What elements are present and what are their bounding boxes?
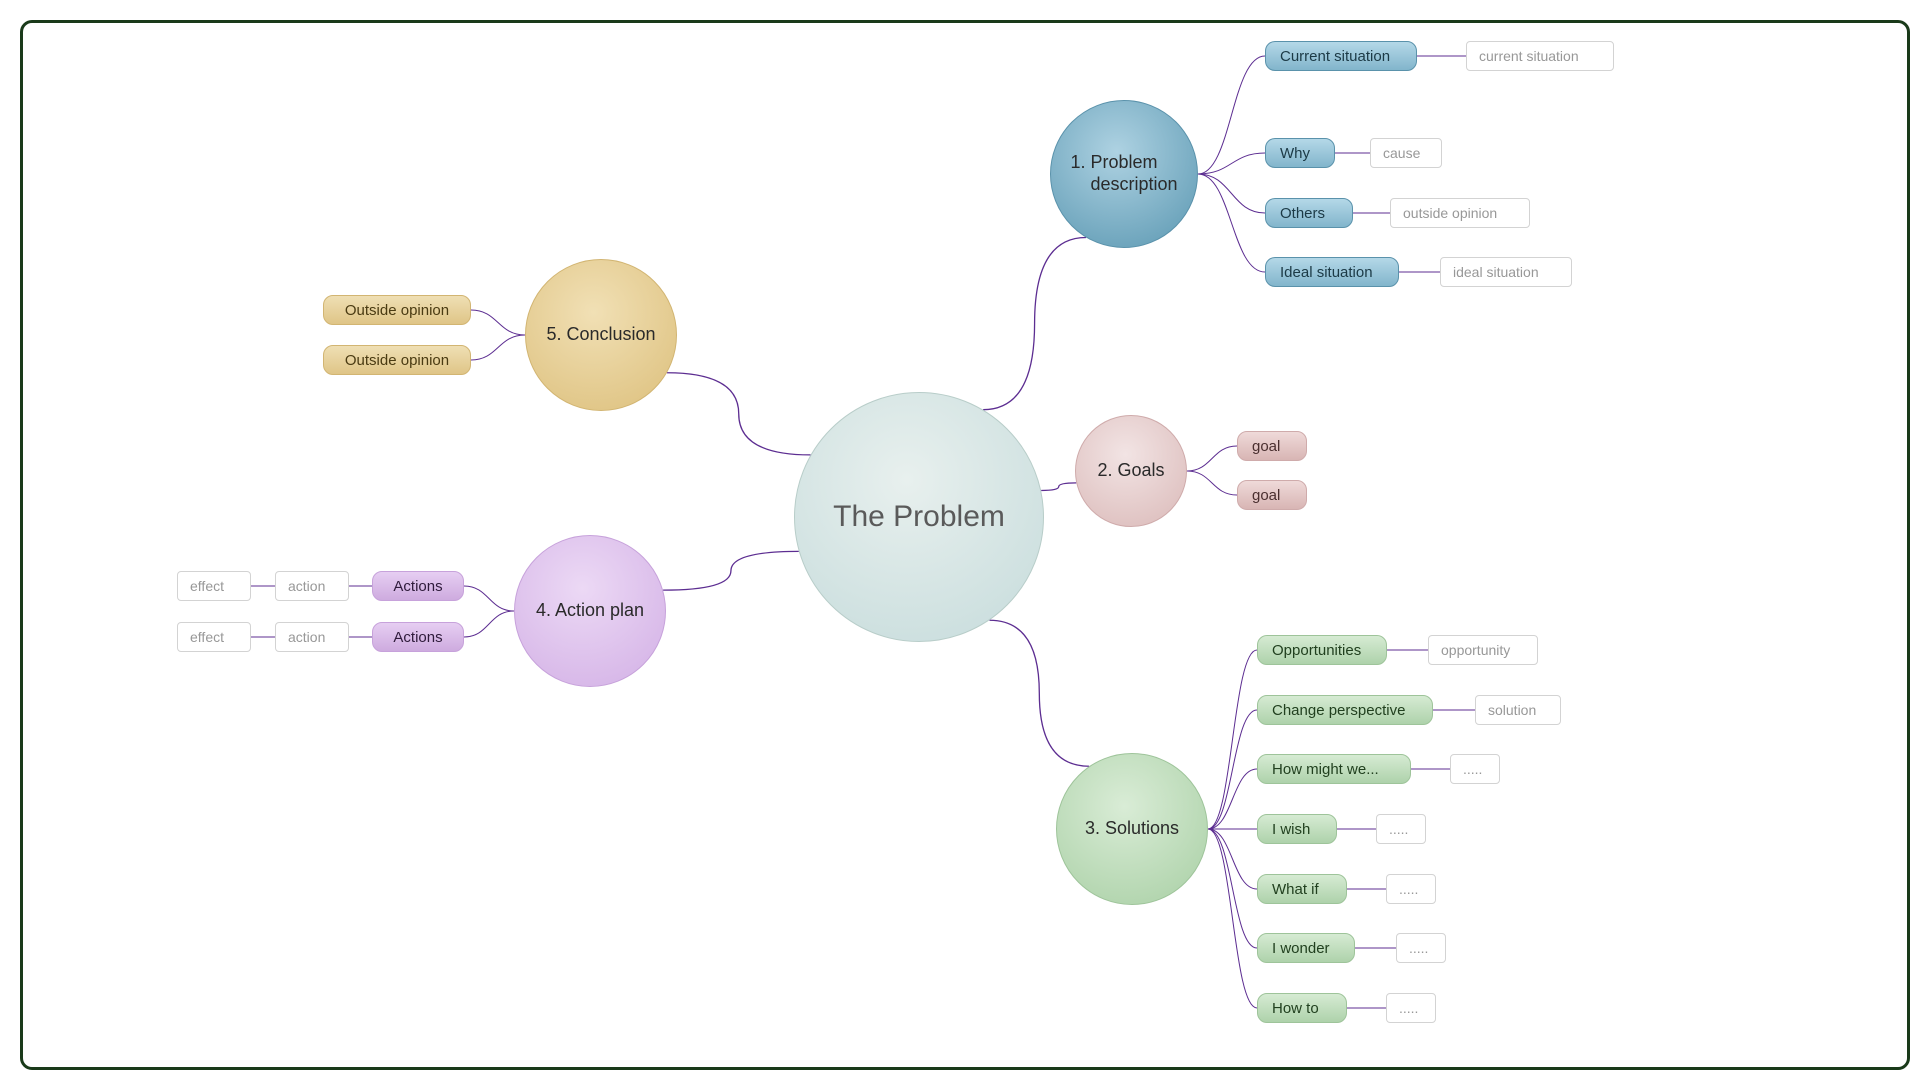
mindmap-pill[interactable]: Outside opinion	[323, 295, 471, 325]
branch-problem-description[interactable]: 1. Problemdescription	[1050, 100, 1198, 248]
mindmap-pill[interactable]: Why	[1265, 138, 1335, 168]
mindmap-leaf[interactable]: .....	[1386, 874, 1436, 904]
mindmap-leaf[interactable]: action	[275, 622, 349, 652]
branch-label: 1. Problemdescription	[1052, 152, 1195, 195]
mindmap-pill[interactable]: I wish	[1257, 814, 1337, 844]
branch-label: 3. Solutions	[1067, 818, 1197, 840]
center-node[interactable]: The Problem	[794, 392, 1044, 642]
mindmap-leaf[interactable]: .....	[1450, 754, 1500, 784]
mindmap-leaf[interactable]: current situation	[1466, 41, 1614, 71]
mindmap-pill[interactable]: Outside opinion	[323, 345, 471, 375]
mindmap-pill[interactable]: Others	[1265, 198, 1353, 228]
branch-label: 2. Goals	[1079, 460, 1182, 482]
mindmap-pill[interactable]: Opportunities	[1257, 635, 1387, 665]
mindmap-pill[interactable]: goal	[1237, 480, 1307, 510]
mindmap-pill[interactable]: Actions	[372, 622, 464, 652]
branch-conclusion[interactable]: 5. Conclusion	[525, 259, 677, 411]
mindmap-leaf[interactable]: effect	[177, 622, 251, 652]
mindmap-pill[interactable]: How might we...	[1257, 754, 1411, 784]
mindmap-leaf[interactable]: .....	[1386, 993, 1436, 1023]
mindmap-leaf[interactable]: ideal situation	[1440, 257, 1572, 287]
mindmap-pill[interactable]: Change perspective	[1257, 695, 1433, 725]
branch-label: 5. Conclusion	[528, 324, 673, 346]
mindmap-pill[interactable]: goal	[1237, 431, 1307, 461]
branch-goals[interactable]: 2. Goals	[1075, 415, 1187, 527]
mindmap-leaf[interactable]: .....	[1376, 814, 1426, 844]
branch-action-plan[interactable]: 4. Action plan	[514, 535, 666, 687]
mindmap-pill[interactable]: Current situation	[1265, 41, 1417, 71]
mindmap-pill[interactable]: How to	[1257, 993, 1347, 1023]
mindmap-leaf[interactable]: .....	[1396, 933, 1446, 963]
mindmap-leaf[interactable]: outside opinion	[1390, 198, 1530, 228]
center-label: The Problem	[833, 500, 1005, 534]
mindmap-pill[interactable]: I wonder	[1257, 933, 1355, 963]
mindmap-pill[interactable]: Actions	[372, 571, 464, 601]
mindmap-leaf[interactable]: effect	[177, 571, 251, 601]
mindmap-leaf[interactable]: solution	[1475, 695, 1561, 725]
mindmap-pill[interactable]: Ideal situation	[1265, 257, 1399, 287]
mindmap-leaf[interactable]: cause	[1370, 138, 1442, 168]
branch-solutions[interactable]: 3. Solutions	[1056, 753, 1208, 905]
branch-label: 4. Action plan	[518, 600, 662, 622]
mindmap-leaf[interactable]: opportunity	[1428, 635, 1538, 665]
mindmap-pill[interactable]: What if	[1257, 874, 1347, 904]
mindmap-leaf[interactable]: action	[275, 571, 349, 601]
